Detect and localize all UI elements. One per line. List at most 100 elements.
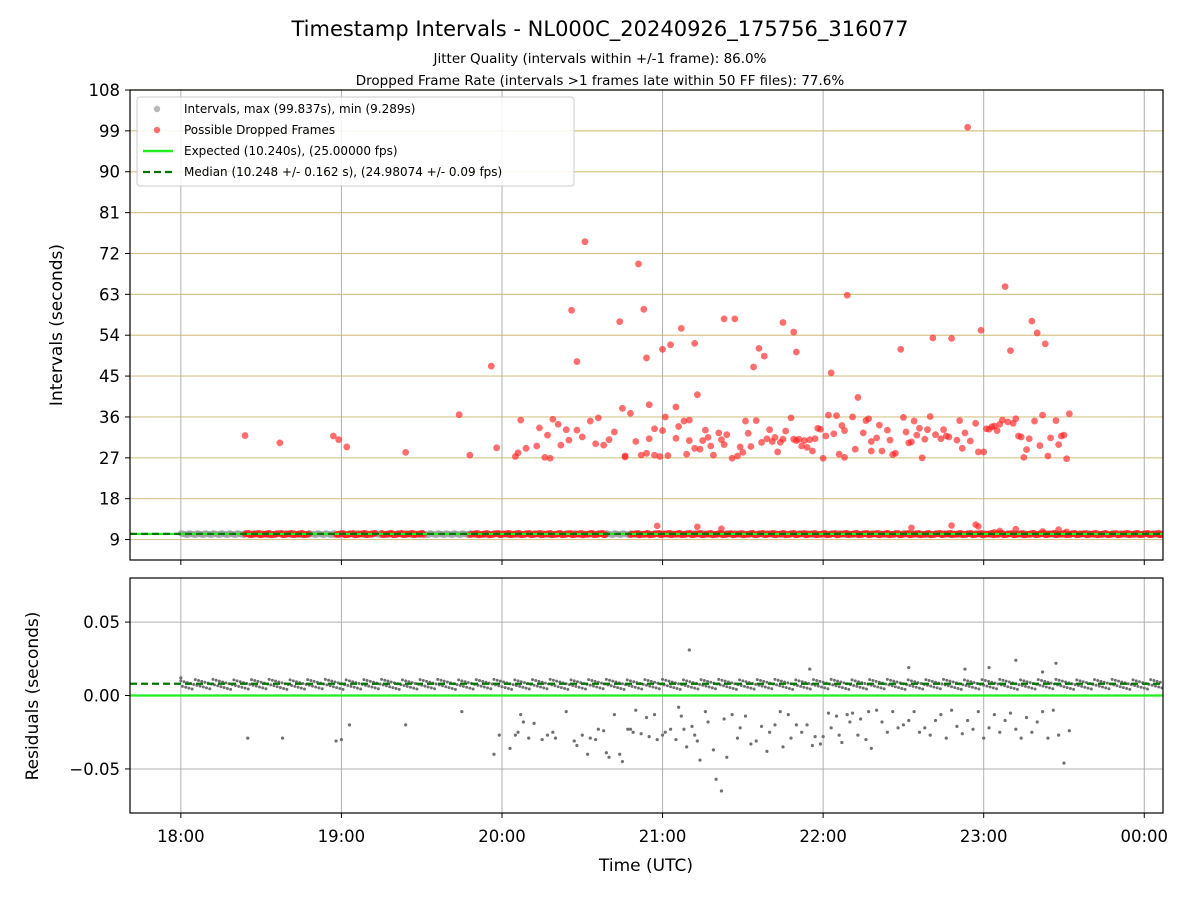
dropped-frame-point [867,447,875,455]
residual-point [901,723,906,727]
residual-point [543,681,547,685]
dropped-frame-point [977,326,985,334]
residual-point [871,679,875,683]
residual-point [794,678,798,682]
residual-point [966,718,970,723]
residual-point [960,732,964,736]
dropped-frame-point [605,436,613,444]
residual-point [625,678,629,682]
dropped-frame-point [1055,441,1063,449]
residual-point [892,679,896,683]
residual-point [616,686,620,690]
residual-point [222,686,226,690]
dropped-frame-point [594,414,602,422]
residual-point [763,685,767,689]
residual-point [460,710,464,714]
dropped-frame-point [1033,329,1041,337]
residual-point [810,743,815,748]
residual-point [611,679,615,683]
residual-point [919,681,923,685]
residual-point [663,730,667,734]
dropped-frame-point [800,437,808,444]
dropped-frame-point [782,427,790,435]
residual-point [834,714,839,718]
dropped-frame-point [916,424,923,432]
residual-point [1028,681,1032,685]
residual-point [818,742,823,746]
dropped-frame-point [581,238,589,246]
residual-point [896,726,900,730]
dropped-frame-point [718,436,725,444]
residual-point [880,720,884,724]
residual-point [386,679,390,683]
residual-point [466,681,470,685]
residual-point [890,684,894,688]
residual-point [987,679,991,683]
dropped-frame-point [704,433,712,441]
dropped-frame-point [953,436,961,444]
residual-point [1113,678,1117,682]
residual-point [949,708,954,712]
residual-point [618,752,622,756]
residual-point [489,687,493,691]
residual-point [1040,670,1045,674]
residual-point [238,680,242,684]
dropped-frame-point [565,436,573,444]
residual-point [335,686,339,690]
residual-point [759,724,764,728]
dropped-frame-point [945,433,953,441]
residual-point [717,677,721,681]
residual-point [893,685,897,689]
residual-point [1014,658,1018,662]
residual-point [1046,736,1050,740]
dropped-frame-point [667,341,674,349]
residual-point [294,680,298,684]
residual-point [519,712,523,717]
residual-point [1036,678,1040,682]
dropped-frame-point [720,441,728,449]
residual-point [923,726,927,730]
residual-point [864,737,868,742]
residual-point [913,680,917,684]
residual-point [661,677,665,681]
residual-point [826,687,830,691]
residual-point [253,679,257,683]
residual-point [1089,687,1093,691]
dropped-frame-point [833,412,840,419]
dropped-frame-point [1047,434,1055,442]
residual-point [873,684,877,688]
residual-point [551,730,555,734]
dropped-frame-point [980,448,988,456]
residual-point [818,679,822,683]
residual-point [243,686,247,690]
residual-point [478,679,482,683]
residual-point [269,683,273,687]
residual-point [511,683,515,687]
residual-point [1131,678,1135,682]
residual-point [634,708,638,712]
residual-point [706,720,710,724]
residual-point [450,686,454,690]
residual-point [349,684,353,688]
residual-point [840,686,844,690]
dropped-frame-point [1039,411,1046,419]
residual-point [917,730,922,734]
residual-point [942,677,946,681]
residual-point [434,682,438,686]
residual-point [246,687,250,691]
residual-point [987,726,991,730]
dropped-frame-point [779,435,787,443]
residual-point [834,684,838,688]
residual-point [858,717,863,721]
residual-point [535,684,539,688]
residual-point [1059,684,1063,688]
residual-point [903,687,907,691]
residual-point [765,749,769,753]
chart-subtitle-dropped: Dropped Frame Rate (intervals >1 frames … [356,73,845,89]
dropped-frame-point [752,417,760,424]
residual-point [1041,684,1045,688]
residual-point [532,683,536,687]
dropped-frame-point [865,415,873,423]
residual-point [850,678,854,682]
dropped-frame-point [851,445,859,453]
